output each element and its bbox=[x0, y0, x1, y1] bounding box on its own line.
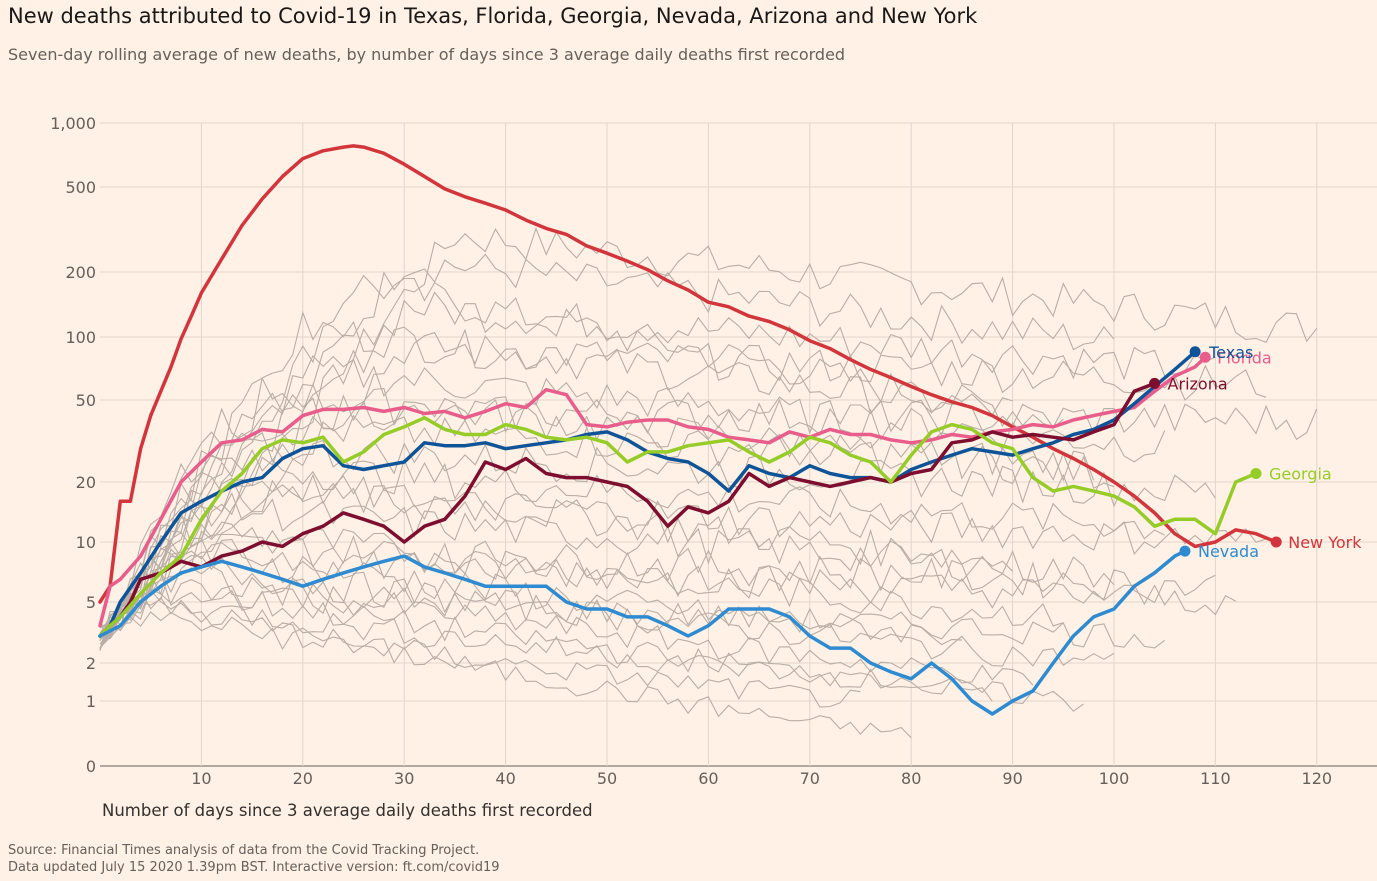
y-tick-label: 50 bbox=[76, 391, 96, 410]
series-line-georgia bbox=[98, 416, 1258, 638]
y-tick-label: 200 bbox=[65, 263, 96, 282]
y-tick-label: 10 bbox=[76, 533, 96, 552]
background-state-line bbox=[99, 392, 1318, 640]
series-end-marker bbox=[1250, 467, 1262, 479]
background-state-line bbox=[99, 542, 962, 650]
background-state-line bbox=[99, 531, 1216, 642]
background-state-line bbox=[99, 492, 1115, 649]
series-line-florida bbox=[98, 355, 1208, 628]
source-line-2: Data updated July 15 2020 1.39pm BST. In… bbox=[8, 860, 500, 875]
x-tick-label: 30 bbox=[394, 769, 414, 788]
series-end-marker bbox=[1199, 351, 1211, 363]
background-state-line bbox=[99, 590, 993, 702]
y-tick-label: 500 bbox=[65, 178, 96, 197]
series-end-marker bbox=[1189, 346, 1201, 358]
x-tick-label: 10 bbox=[191, 769, 211, 788]
background-state-line bbox=[99, 462, 1013, 641]
series-label-georgia: Georgia bbox=[1269, 464, 1332, 483]
series-label-texas: Texas bbox=[1208, 343, 1253, 362]
x-tick-label: 100 bbox=[1099, 769, 1130, 788]
background-state-line bbox=[99, 571, 1084, 712]
background-state-line bbox=[99, 431, 1216, 633]
series-end-marker bbox=[1270, 536, 1282, 548]
series-line-arizona bbox=[98, 381, 1157, 638]
x-tick-label: 90 bbox=[1002, 769, 1022, 788]
background-state-line bbox=[99, 477, 1267, 651]
series-label-new-york: New York bbox=[1288, 533, 1362, 552]
source-line-1: Source: Financial Times analysis of data… bbox=[8, 843, 480, 858]
x-tick-label: 60 bbox=[698, 769, 718, 788]
background-state-line bbox=[99, 565, 1034, 686]
y-tick-label: 1,000 bbox=[50, 114, 96, 133]
series-label-arizona: Arizona bbox=[1168, 374, 1228, 393]
y-tick-label: 100 bbox=[65, 328, 96, 347]
background-state-line bbox=[99, 226, 1318, 637]
x-tick-label: 80 bbox=[901, 769, 921, 788]
x-tick-label: 110 bbox=[1200, 769, 1231, 788]
series-label-florida: Florida bbox=[1217, 348, 1271, 367]
background-state-line bbox=[99, 331, 1267, 629]
y-tick-label: 0 bbox=[86, 757, 96, 776]
background-state-line bbox=[99, 588, 912, 739]
background-state-line bbox=[99, 510, 1064, 649]
series-line-texas bbox=[98, 350, 1197, 638]
series-label-nevada: Nevada bbox=[1198, 542, 1259, 561]
chart-subtitle: Seven-day rolling average of new deaths,… bbox=[8, 45, 846, 64]
x-tick-label: 70 bbox=[800, 769, 820, 788]
background-state-line bbox=[99, 407, 1095, 634]
series-line-new-york bbox=[98, 144, 1278, 604]
series-end-marker bbox=[1179, 545, 1191, 557]
x-tick-label: 50 bbox=[597, 769, 617, 788]
chart-title: New deaths attributed to Covid-19 in Tex… bbox=[8, 4, 978, 28]
y-tick-label: 5 bbox=[86, 593, 96, 612]
x-axis-title: Number of days since 3 average daily dea… bbox=[102, 801, 593, 820]
grid-lines bbox=[100, 122, 1377, 767]
source-note: Source: Financial Times analysis of data… bbox=[8, 842, 500, 876]
background-state-line bbox=[99, 310, 1013, 639]
y-tick-label: 1 bbox=[86, 692, 96, 711]
background-state-line bbox=[99, 291, 1216, 637]
x-tick-label: 20 bbox=[293, 769, 313, 788]
series-end-marker bbox=[1149, 377, 1161, 389]
y-tick-label: 20 bbox=[76, 473, 96, 492]
x-tick-label: 120 bbox=[1302, 769, 1333, 788]
background-state-line bbox=[99, 547, 1115, 667]
series-line-nevada bbox=[98, 549, 1187, 716]
y-tick-label: 2 bbox=[86, 654, 96, 673]
x-tick-label: 40 bbox=[495, 769, 515, 788]
background-state-line bbox=[99, 611, 861, 708]
axis-tick-labels: 0 1 2 5 10 20 50 100 200 500 1,000 10 20 30 40 50 60 70 80… bbox=[50, 114, 1332, 788]
background-state-line bbox=[99, 534, 1236, 637]
